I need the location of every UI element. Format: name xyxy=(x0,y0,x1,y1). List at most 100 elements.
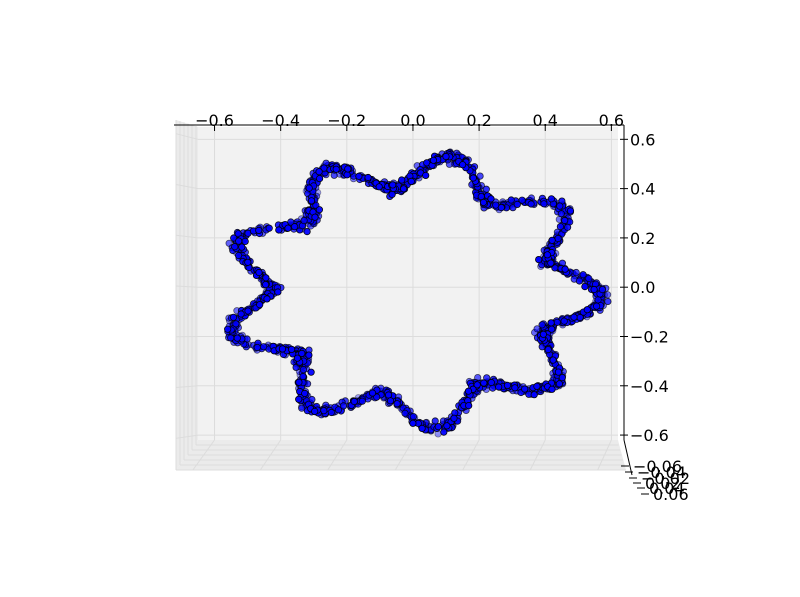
tick-labels: −0.6 −0.4 −0.2 0.0 0.2 0.4 0.6 0.6 0.4 0.2 0.0 −0.2… xyxy=(195,111,690,504)
x-tick-label: 0.0 xyxy=(400,111,425,130)
data-point xyxy=(399,185,408,193)
data-point xyxy=(554,368,563,376)
data-point xyxy=(548,325,556,333)
data-point xyxy=(572,268,580,277)
data-point xyxy=(570,313,578,321)
data-point xyxy=(429,156,438,164)
data-point xyxy=(563,223,572,231)
data-point xyxy=(464,387,473,395)
data-point xyxy=(555,380,564,388)
data-point xyxy=(549,356,557,364)
data-point xyxy=(275,226,283,234)
data-point xyxy=(244,258,252,266)
data-point xyxy=(305,184,313,192)
data-point xyxy=(358,397,366,405)
y-grid-line xyxy=(175,133,199,140)
data-point xyxy=(255,268,263,277)
data-point xyxy=(585,274,593,283)
data-point xyxy=(344,165,352,173)
chart-axes xyxy=(174,124,649,495)
y-grid-line xyxy=(175,234,199,239)
data-point xyxy=(583,306,591,314)
data-point xyxy=(303,228,311,236)
data-point xyxy=(590,285,598,294)
data-point xyxy=(473,381,481,389)
left-pane xyxy=(176,120,198,470)
chart-panes xyxy=(176,120,626,470)
data-point xyxy=(284,224,292,232)
data-point xyxy=(576,313,584,322)
y-grid-line xyxy=(175,285,199,288)
data-point xyxy=(375,183,383,191)
data-point xyxy=(299,366,307,374)
data-point xyxy=(556,223,565,231)
z-tick-label: −0.06 xyxy=(633,457,682,476)
data-point xyxy=(443,422,451,430)
data-point xyxy=(554,234,562,243)
z-tick-label: 0.06 xyxy=(653,485,689,504)
data-point xyxy=(386,397,395,405)
data-point xyxy=(469,174,477,182)
y-tick-label: 0.2 xyxy=(630,229,655,248)
data-point xyxy=(548,385,556,393)
data-point xyxy=(497,204,505,212)
data-point xyxy=(434,423,442,431)
data-point xyxy=(343,171,351,179)
data-point xyxy=(261,280,270,289)
data-point xyxy=(253,343,261,352)
data-point xyxy=(482,185,490,193)
data-point xyxy=(244,307,252,315)
z-tick-label: 0.02 xyxy=(645,474,681,493)
data-point xyxy=(557,210,565,218)
y-tick-label: −0.6 xyxy=(630,426,669,445)
data-point xyxy=(235,237,243,245)
z-tick-label: −0.02 xyxy=(641,469,690,488)
data-point xyxy=(229,313,238,321)
data-point xyxy=(418,424,426,432)
data-point xyxy=(368,389,377,397)
data-point xyxy=(440,428,448,436)
data-point xyxy=(315,168,323,176)
data-point xyxy=(295,395,303,403)
data-point xyxy=(465,401,473,410)
data-points xyxy=(224,148,612,438)
data-point xyxy=(373,393,381,401)
data-point xyxy=(533,382,541,390)
data-point xyxy=(287,345,296,353)
data-point xyxy=(299,372,307,381)
data-point xyxy=(237,310,245,318)
y-grid-line xyxy=(175,183,199,190)
data-point xyxy=(548,236,556,244)
data-point xyxy=(604,297,612,306)
z-tick-label: 0.04 xyxy=(649,479,685,498)
x-tick-label: −0.6 xyxy=(195,111,234,130)
data-point xyxy=(290,223,299,231)
data-point xyxy=(287,218,295,226)
data-point xyxy=(311,213,319,221)
data-point xyxy=(561,216,569,225)
data-point xyxy=(566,207,575,215)
data-point xyxy=(507,196,515,204)
data-point xyxy=(388,190,396,198)
data-point xyxy=(298,349,306,357)
data-point xyxy=(487,195,495,203)
y-tick-label: −0.4 xyxy=(630,377,669,396)
y-tick-label: −0.2 xyxy=(630,327,669,346)
data-point xyxy=(262,274,270,282)
x-grid-line xyxy=(259,439,282,471)
data-point xyxy=(422,171,430,179)
x-grid-line xyxy=(462,439,480,471)
data-point xyxy=(592,302,601,310)
data-point xyxy=(409,419,417,427)
data-point xyxy=(530,391,538,399)
x-tick-label: 0.6 xyxy=(599,111,624,130)
data-point xyxy=(307,197,316,205)
data-point xyxy=(301,389,309,397)
data-point xyxy=(561,265,569,273)
data-point xyxy=(256,301,264,309)
x-grid-line xyxy=(394,439,414,471)
data-point xyxy=(393,400,401,408)
data-point xyxy=(479,198,488,206)
y-tick-label: 0.0 xyxy=(630,278,655,297)
data-point xyxy=(334,406,343,414)
